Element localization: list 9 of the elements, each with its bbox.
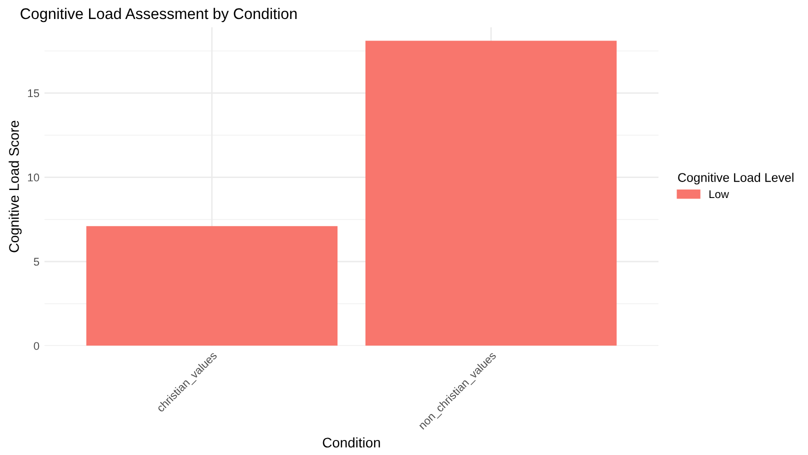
chart-title: Cognitive Load Assessment by Condition (20, 8, 297, 22)
legend-label: Low (709, 190, 729, 198)
y-tick-label: 5 (34, 258, 40, 266)
x-axis-title: Condition (322, 437, 380, 448)
y-tick-label: 15 (28, 89, 40, 98)
y-tick-label: 0 (34, 342, 40, 350)
y-tick-label: 10 (28, 174, 40, 182)
legend-title: Cognitive Load Level (678, 172, 794, 184)
y-axis-title: Cognitive Load Score (8, 120, 22, 252)
